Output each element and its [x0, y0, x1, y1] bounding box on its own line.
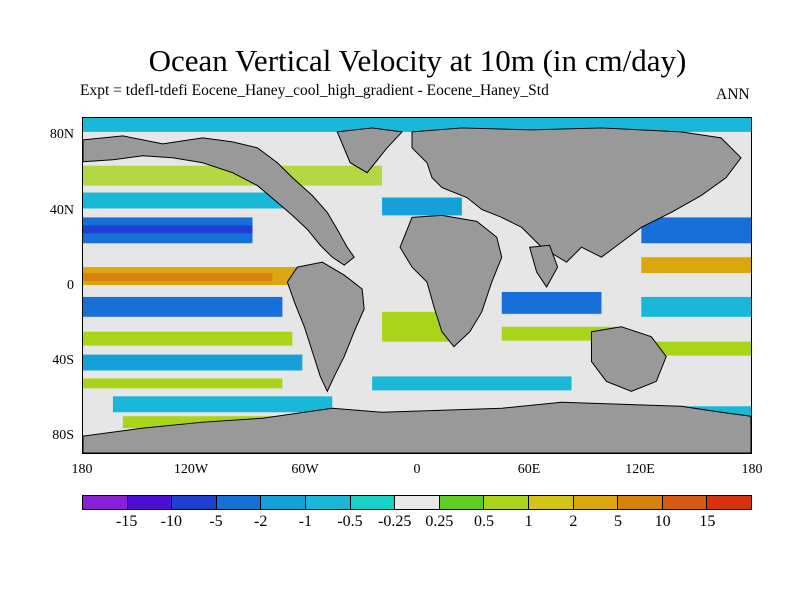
colorbar-cell	[707, 496, 751, 509]
lon-label-120e: 120E	[625, 462, 655, 477]
colorbar-cell	[172, 496, 217, 509]
colorbar-cell	[484, 496, 529, 509]
lon-label-60w: 60W	[291, 462, 319, 477]
chart-title: Ocean Vertical Velocity at 10m (in cm/da…	[148, 43, 687, 78]
colorbar-label: 1	[524, 513, 533, 530]
colorbar-cell	[439, 496, 485, 509]
colorbar-cell	[573, 496, 619, 509]
lon-label-120w: 120W	[173, 462, 209, 477]
colorbar-label: -10	[160, 513, 182, 530]
experiment-subtitle: Expt = tdefl-tdefi Eocene_Haney_cool_hig…	[80, 82, 549, 99]
colorbar-label: -1	[298, 513, 312, 530]
lat-label-40s: 40S	[52, 353, 74, 368]
colorbar	[82, 495, 752, 510]
colorbar-label: -2	[253, 513, 268, 530]
colorbar-cell	[261, 496, 306, 509]
colorbar-cell	[350, 496, 396, 509]
colorbar-cell	[395, 496, 440, 509]
velocity-map	[82, 117, 752, 454]
lat-label-80s: 80S	[52, 428, 74, 443]
colorbar-label: -15	[115, 513, 138, 530]
season-label: ANN	[716, 86, 750, 103]
colorbar-label: 0.25	[425, 513, 454, 530]
colorbar-cell	[528, 496, 574, 509]
colorbar-label: 0.5	[474, 513, 494, 530]
colorbar-label: 15	[699, 513, 716, 530]
colorbar-cell	[127, 496, 173, 509]
colorbar-cell	[83, 496, 128, 509]
colorbar-cell	[662, 496, 708, 509]
colorbar-cell	[618, 496, 663, 509]
lon-label-180w: 180	[71, 462, 93, 477]
colorbar-label: -0.5	[337, 513, 363, 530]
colorbar-label: 5	[614, 513, 622, 530]
colorbar-label: -0.25	[377, 513, 412, 530]
colorbar-cell	[305, 496, 351, 509]
colorbar-label: 10	[654, 513, 671, 530]
colorbar-label: -5	[209, 513, 223, 530]
lat-label-80n: 80N	[49, 127, 74, 142]
colorbar-cell	[216, 496, 262, 509]
lon-label-0: 0	[413, 462, 421, 477]
lat-label-0: 0	[67, 278, 74, 293]
lon-label-60e: 60E	[517, 462, 541, 477]
lat-label-40n: 40N	[49, 203, 74, 218]
continents	[83, 127, 751, 453]
lon-label-180e: 180	[741, 462, 763, 477]
colorbar-label: 2	[569, 513, 578, 530]
